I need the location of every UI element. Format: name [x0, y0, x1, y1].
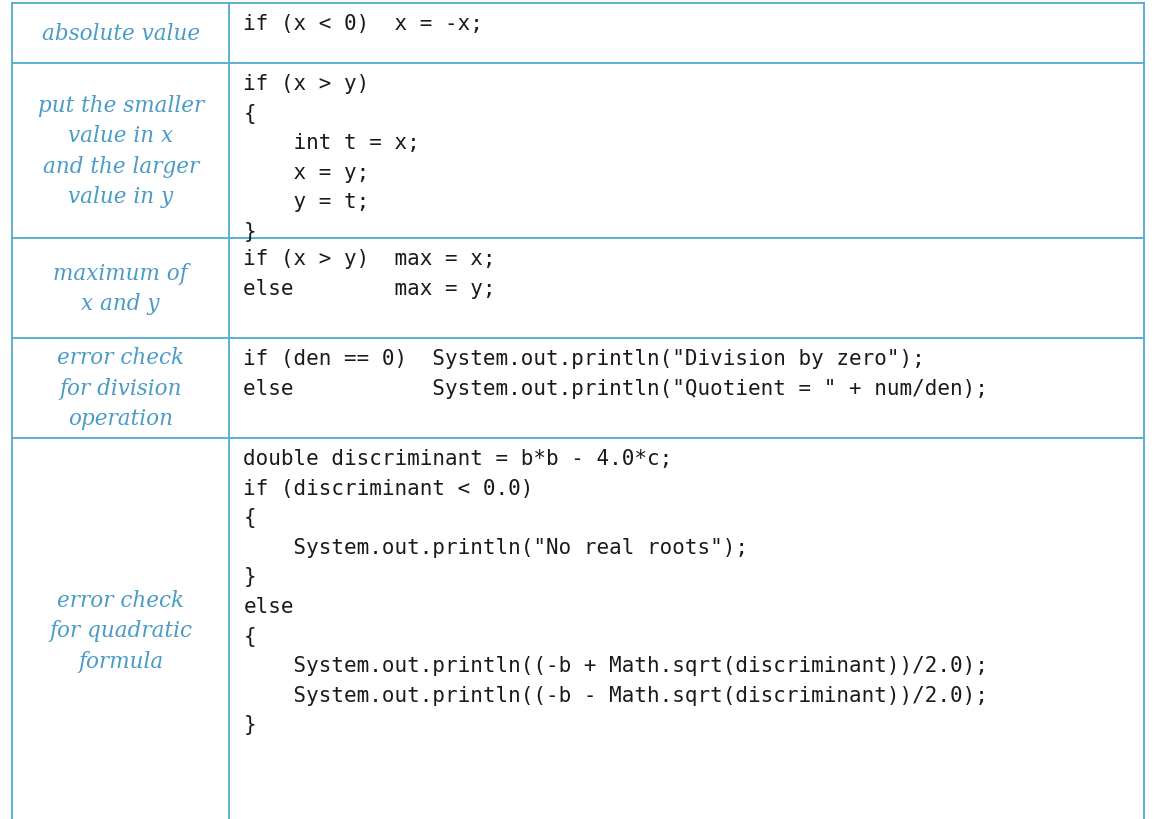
Text: error check
for division
operation: error check for division operation	[57, 347, 184, 430]
Text: if (x < 0)  x = -x;: if (x < 0) x = -x;	[244, 14, 483, 34]
Text: put the smaller
value in x
and the larger
value in y: put the smaller value in x and the large…	[37, 95, 203, 208]
Text: absolute value: absolute value	[42, 23, 200, 45]
Text: if (den == 0)  System.out.println("Division by zero");
else           System.out: if (den == 0) System.out.println("Divisi…	[244, 349, 988, 398]
Text: if (x > y)
{
    int t = x;
    x = y;
    y = t;
}: if (x > y) { int t = x; x = y; y = t; }	[244, 74, 420, 242]
Text: maximum of
x and y: maximum of x and y	[53, 262, 188, 314]
Text: error check
for quadratic
formula: error check for quadratic formula	[50, 590, 192, 672]
Text: if (x > y)  max = x;
else        max = y;: if (x > y) max = x; else max = y;	[244, 249, 496, 298]
Text: double discriminant = b*b - 4.0*c;
if (discriminant < 0.0)
{
    System.out.prin: double discriminant = b*b - 4.0*c; if (d…	[244, 449, 988, 735]
